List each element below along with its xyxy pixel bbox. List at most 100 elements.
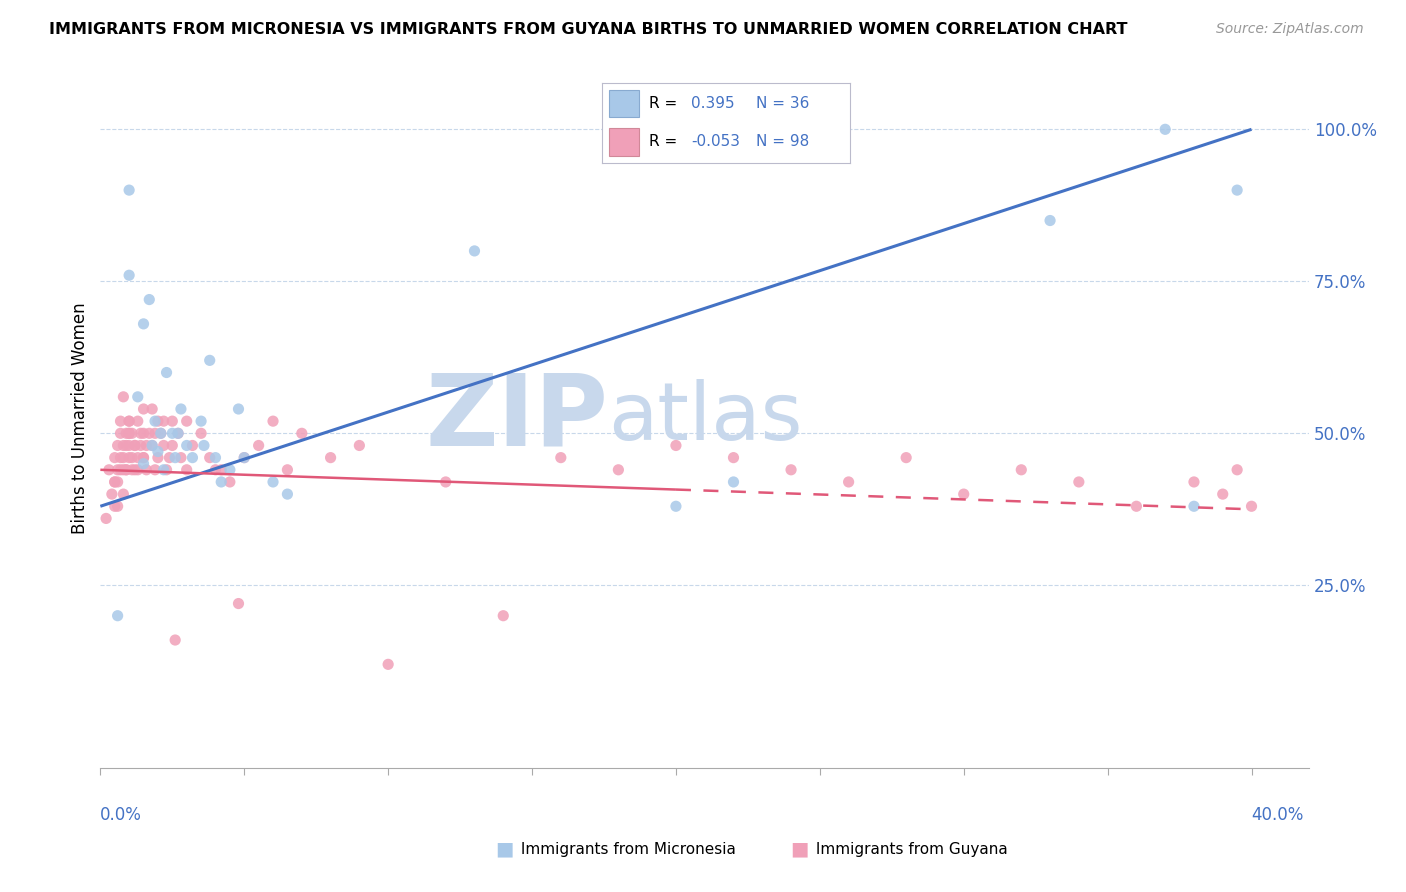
Point — [118, 450, 141, 465]
Point — [112, 463, 135, 477]
Point — [162, 426, 184, 441]
Point — [276, 487, 298, 501]
Point — [1039, 213, 1062, 227]
Point — [1212, 487, 1234, 501]
Point — [107, 475, 129, 489]
Point — [607, 463, 630, 477]
Point — [291, 426, 314, 441]
Point — [118, 183, 141, 197]
Point — [138, 426, 160, 441]
Point — [665, 438, 688, 452]
Point — [127, 450, 149, 465]
Point — [1226, 183, 1249, 197]
Point — [952, 487, 974, 501]
Point — [262, 414, 284, 428]
Point — [132, 402, 155, 417]
Point — [152, 414, 174, 428]
Point — [204, 450, 226, 465]
Point — [98, 463, 121, 477]
Point — [665, 500, 688, 514]
Point — [110, 450, 132, 465]
Point — [838, 475, 860, 489]
Point — [127, 390, 149, 404]
Point — [121, 426, 143, 441]
Text: Immigrants from Micronesia: Immigrants from Micronesia — [516, 842, 735, 856]
Point — [118, 438, 141, 452]
Point — [434, 475, 457, 489]
Text: ■: ■ — [495, 839, 513, 859]
Point — [104, 475, 127, 489]
Point — [1182, 475, 1205, 489]
Point — [209, 475, 232, 489]
Point — [463, 244, 485, 258]
Point — [157, 450, 180, 465]
Point — [143, 426, 166, 441]
Point — [1125, 500, 1147, 514]
Point — [112, 487, 135, 501]
Point — [170, 450, 193, 465]
Point — [198, 450, 221, 465]
Point — [115, 463, 138, 477]
Point — [115, 426, 138, 441]
Text: atlas: atlas — [607, 379, 803, 457]
Point — [143, 414, 166, 428]
Point — [124, 438, 146, 452]
Point — [233, 450, 256, 465]
Point — [170, 402, 193, 417]
Point — [181, 450, 204, 465]
Point — [141, 402, 163, 417]
Text: 0.0%: 0.0% — [100, 806, 142, 824]
Point — [112, 390, 135, 404]
Text: ZIP: ZIP — [425, 369, 607, 467]
Point — [104, 450, 127, 465]
Point — [124, 438, 146, 452]
Point — [228, 402, 250, 417]
Text: Immigrants from Guyana: Immigrants from Guyana — [811, 842, 1008, 856]
Point — [1067, 475, 1090, 489]
Point — [1226, 463, 1249, 477]
Point — [193, 438, 215, 452]
Point — [233, 450, 256, 465]
Point — [492, 608, 515, 623]
Point — [162, 438, 184, 452]
Point — [176, 438, 198, 452]
Point — [118, 426, 141, 441]
Point — [135, 463, 157, 477]
Point — [723, 475, 745, 489]
Point — [723, 450, 745, 465]
Point — [107, 463, 129, 477]
Point — [104, 475, 127, 489]
Point — [112, 438, 135, 452]
Point — [176, 463, 198, 477]
Point — [181, 438, 204, 452]
Point — [218, 463, 240, 477]
Point — [162, 414, 184, 428]
Point — [107, 438, 129, 452]
Point — [780, 463, 803, 477]
Point — [262, 475, 284, 489]
Point — [190, 426, 212, 441]
Point — [247, 438, 270, 452]
Point — [127, 414, 149, 428]
Text: ■: ■ — [790, 839, 808, 859]
Point — [115, 438, 138, 452]
Point — [110, 463, 132, 477]
Point — [1154, 122, 1177, 136]
Point — [110, 426, 132, 441]
Point — [127, 463, 149, 477]
Point — [209, 463, 232, 477]
Point — [132, 317, 155, 331]
Point — [152, 438, 174, 452]
Point — [146, 450, 169, 465]
Point — [101, 487, 124, 501]
Point — [132, 426, 155, 441]
Point — [146, 444, 169, 458]
Point — [135, 438, 157, 452]
Point — [107, 500, 129, 514]
Point — [118, 414, 141, 428]
Point — [218, 475, 240, 489]
Point — [121, 463, 143, 477]
Point — [118, 268, 141, 283]
Point — [276, 463, 298, 477]
Point — [155, 366, 177, 380]
